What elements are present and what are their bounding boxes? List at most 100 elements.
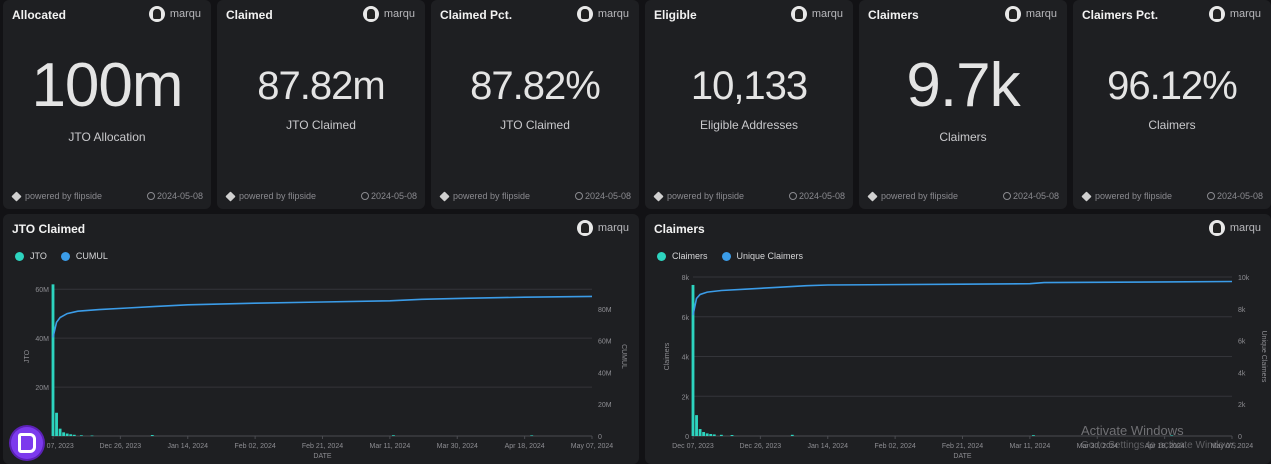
- legend-item-claimers[interactable]: Claimers: [657, 251, 708, 261]
- stat-card: Claimers Pct. marqu 96.12% Claimers powered …: [1073, 0, 1271, 209]
- y-axis-title: JTO: [24, 349, 31, 363]
- stat-label: JTO Allocation: [68, 130, 146, 144]
- flipside-logo-icon: [653, 190, 664, 202]
- refresh-date: 2024-05-08: [788, 191, 845, 201]
- author-avatar-icon: [1208, 220, 1225, 236]
- legend-dot-icon: [657, 251, 666, 261]
- author-name: marqu: [811, 8, 843, 20]
- flipside-logo-icon: [1081, 190, 1092, 202]
- flipside-logo-icon: [867, 190, 878, 202]
- author-avatar-icon: [576, 6, 593, 22]
- card-footer: powered by flipside 2024-05-08: [867, 190, 1059, 202]
- author-avatar-icon: [1004, 6, 1021, 22]
- stat-label: JTO Claimed: [500, 118, 570, 132]
- y2-axis-title: Unique Claimers: [1260, 331, 1267, 383]
- y-tick-label: 2k: [682, 394, 690, 401]
- powered-by[interactable]: powered by flipside: [1081, 190, 1172, 202]
- stat-title: Eligible: [654, 8, 697, 22]
- refresh-date-text: 2024-05-08: [156, 191, 203, 201]
- stat-card: Claimed Pct. marqu 87.82% JTO Claimed powere…: [431, 0, 639, 209]
- stat-value: 96.12%: [1107, 64, 1238, 108]
- x-tick-label: Mar 30, 2024: [437, 443, 478, 450]
- bar-mark: [705, 433, 709, 436]
- stat-value: 100m: [31, 51, 183, 120]
- clock-icon: [1002, 192, 1011, 200]
- bar-mark: [695, 415, 698, 436]
- jto-claimed-chart[interactable]: 20M 40M 60M 0 20M 40M 60M 80M Dec 07, 2023 Dec 26…: [3, 214, 639, 464]
- bar-mark: [392, 435, 395, 436]
- legend-label: Claimers: [672, 251, 708, 261]
- refresh-date-text: 2024-05-08: [584, 191, 631, 201]
- card-footer: powered by flipside 2024-05-08: [225, 190, 417, 202]
- powered-by-text: powered by flipside: [881, 191, 959, 201]
- stat-label: JTO Claimed: [286, 118, 356, 132]
- legend-item-unique-claimers[interactable]: Unique Claimers: [721, 251, 803, 261]
- legend-dot-icon: [15, 251, 24, 261]
- y-tick-label: 40M: [35, 336, 49, 343]
- refresh-date-text: 2024-05-08: [370, 191, 417, 201]
- author[interactable]: marqu: [1208, 220, 1261, 236]
- x-tick-label: May 07, 2024: [1211, 443, 1254, 450]
- y2-tick-label: 0: [598, 434, 602, 441]
- flipside-logo-icon: [439, 190, 450, 202]
- author[interactable]: marqu: [576, 6, 629, 22]
- bar-mark: [730, 435, 734, 436]
- x-tick-label: Jan 14, 2024: [168, 443, 209, 450]
- y2-tick-label: 2k: [1238, 402, 1246, 409]
- author[interactable]: marqu: [790, 6, 843, 22]
- y2-tick-label: 20M: [598, 402, 612, 409]
- x-axis-title: DATE: [953, 453, 971, 460]
- author[interactable]: marqu: [148, 6, 201, 22]
- powered-by[interactable]: powered by flipside: [867, 190, 959, 202]
- legend-item-cumul[interactable]: CUMUL: [60, 251, 108, 261]
- x-tick-label: Feb 02, 2024: [874, 443, 915, 450]
- y2-tick-label: 60M: [598, 339, 612, 346]
- claimers-chart[interactable]: 0 2k 4k 6k 8k 0 2k 4k 6k 8k 10k Dec 07, 2023 Dec 26,…: [645, 214, 1271, 464]
- y2-tick-label: 40M: [598, 370, 612, 377]
- x-tick-label: Dec 07, 2023: [672, 443, 714, 450]
- author-name: marqu: [1229, 222, 1261, 234]
- bar-mark: [62, 432, 66, 436]
- stat-card: Claimers marqu 9.7k Claimers powered by flip…: [859, 0, 1067, 209]
- flipside-logo-icon: [225, 190, 236, 202]
- stat-value: 10,133: [690, 64, 808, 108]
- card-footer: powered by flipside 2024-05-08: [11, 190, 203, 202]
- x-tick-label: Apr 18, 2024: [505, 443, 545, 450]
- stat-card: Claimed marqu 87.82m JTO Claimed powered by …: [217, 0, 425, 209]
- legend-label: JTO: [30, 251, 47, 261]
- author-name: marqu: [383, 8, 415, 20]
- y-tick-label: 8k: [682, 275, 690, 282]
- bar-mark: [69, 434, 73, 436]
- x-tick-label: Mar 30, 2024: [1077, 443, 1118, 450]
- powered-by[interactable]: powered by flipside: [11, 190, 102, 202]
- refresh-date: 2024-05-08: [360, 191, 417, 201]
- author-name: marqu: [1229, 8, 1261, 20]
- author[interactable]: marqu: [1004, 6, 1057, 22]
- y-tick-label: 60M: [35, 287, 49, 294]
- bar-mark: [150, 435, 154, 436]
- author[interactable]: marqu: [1208, 6, 1261, 22]
- author[interactable]: marqu: [576, 220, 629, 236]
- card-footer: powered by flipside 2024-05-08: [439, 190, 631, 202]
- legend-item-jto[interactable]: JTO: [15, 251, 47, 261]
- author-name: marqu: [597, 222, 629, 234]
- x-tick-label: Feb 21, 2024: [302, 443, 343, 450]
- powered-by-text: powered by flipside: [667, 191, 745, 201]
- powered-by[interactable]: powered by flipside: [653, 190, 745, 202]
- x-tick-label: Apr 18, 2024: [1145, 443, 1185, 450]
- powered-by[interactable]: powered by flipside: [439, 190, 531, 202]
- clock-icon: [1206, 192, 1215, 200]
- card-footer: powered by flipside 2024-05-08: [653, 190, 845, 202]
- y2-tick-label: 8k: [1238, 307, 1246, 314]
- activate-windows-title: Activate Windows: [1081, 423, 1184, 438]
- powered-by-text: powered by flipside: [453, 191, 531, 201]
- stat-card: Allocated marqu 100m JTO Allocation powered …: [3, 0, 211, 209]
- author[interactable]: marqu: [362, 6, 415, 22]
- refresh-date-text: 2024-05-08: [798, 191, 845, 201]
- flipside-assistant-button[interactable]: [11, 427, 43, 459]
- powered-by[interactable]: powered by flipside: [225, 190, 316, 202]
- author-avatar-icon: [790, 6, 807, 22]
- stat-title: Allocated: [12, 8, 67, 22]
- bar-mark: [712, 434, 716, 436]
- legend-dot-icon: [721, 251, 731, 261]
